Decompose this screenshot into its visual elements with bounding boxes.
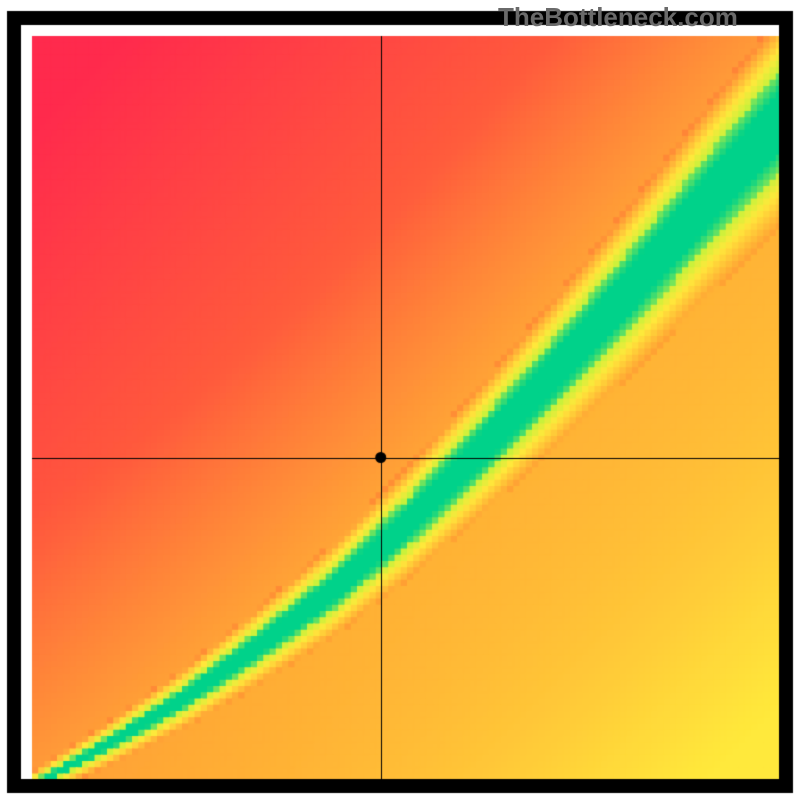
watermark-text: TheBottleneck.com	[498, 2, 738, 33]
heatmap-canvas	[0, 0, 800, 800]
chart-container: TheBottleneck.com	[0, 0, 800, 800]
